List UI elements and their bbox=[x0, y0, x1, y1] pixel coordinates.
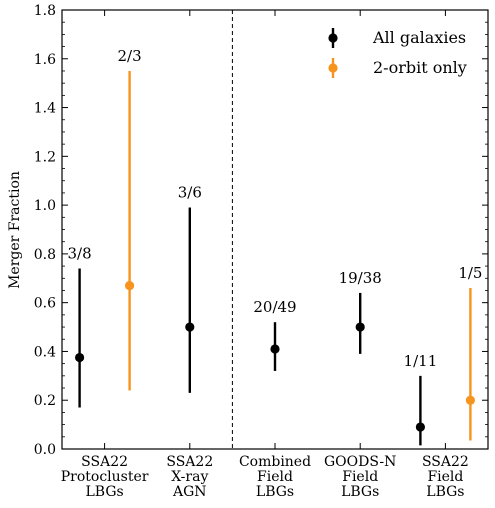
x-tick-label: X-ray bbox=[171, 469, 208, 485]
data-point bbox=[270, 344, 280, 354]
y-tick-label: 0.4 bbox=[34, 344, 56, 360]
plot-area: 0.00.20.40.60.81.01.21.41.61.8SSA22Proto… bbox=[34, 3, 489, 500]
data-point bbox=[465, 395, 475, 405]
data-label: 2/3 bbox=[118, 47, 142, 65]
legend-marker bbox=[328, 33, 338, 43]
data-point bbox=[415, 422, 425, 432]
data-point bbox=[355, 322, 365, 332]
y-tick-label: 1.6 bbox=[34, 52, 56, 68]
x-tick-label: Field bbox=[342, 469, 378, 485]
x-tick-label: LBGs bbox=[85, 484, 123, 500]
y-tick-label: 1.4 bbox=[34, 101, 56, 117]
y-tick-label: 1.2 bbox=[34, 149, 56, 165]
data-label: 1/5 bbox=[458, 264, 482, 282]
x-tick-label: LBGs bbox=[256, 484, 294, 500]
data-point bbox=[125, 280, 135, 291]
data-label: 3/6 bbox=[178, 184, 202, 202]
data-label: 20/49 bbox=[253, 298, 296, 316]
y-tick-label: 0.6 bbox=[34, 296, 56, 312]
data-label: 1/11 bbox=[404, 352, 438, 370]
x-tick-label: AGN bbox=[172, 484, 207, 500]
x-tick-label: Combined bbox=[239, 454, 311, 470]
legend-label: All galaxies bbox=[372, 28, 466, 47]
x-tick-label: LBGs bbox=[341, 484, 379, 500]
y-tick-label: 0.8 bbox=[34, 247, 56, 263]
x-tick-label: LBGs bbox=[426, 484, 464, 500]
x-tick-label: SSA22 bbox=[81, 454, 128, 470]
data-label: 3/8 bbox=[68, 245, 92, 263]
y-axis-label: Merger Fraction bbox=[7, 171, 23, 289]
x-tick-label: Field bbox=[257, 469, 293, 485]
y-tick-label: 0.0 bbox=[34, 442, 56, 458]
x-tick-label: GOODS-N bbox=[324, 454, 396, 470]
data-point bbox=[185, 322, 195, 332]
x-tick-label: SSA22 bbox=[166, 454, 213, 470]
x-tick-label: Protocluster bbox=[61, 469, 149, 485]
data-label: 19/38 bbox=[339, 269, 382, 287]
x-tick-label: SSA22 bbox=[422, 454, 469, 470]
legend-label: 2-orbit only bbox=[373, 58, 467, 77]
x-tick-label: Field bbox=[427, 469, 463, 485]
y-tick-label: 1.0 bbox=[34, 198, 56, 214]
y-tick-label: 0.2 bbox=[34, 393, 56, 409]
y-tick-label: 1.8 bbox=[34, 3, 56, 19]
data-point bbox=[75, 352, 85, 363]
legend-marker bbox=[328, 63, 338, 73]
